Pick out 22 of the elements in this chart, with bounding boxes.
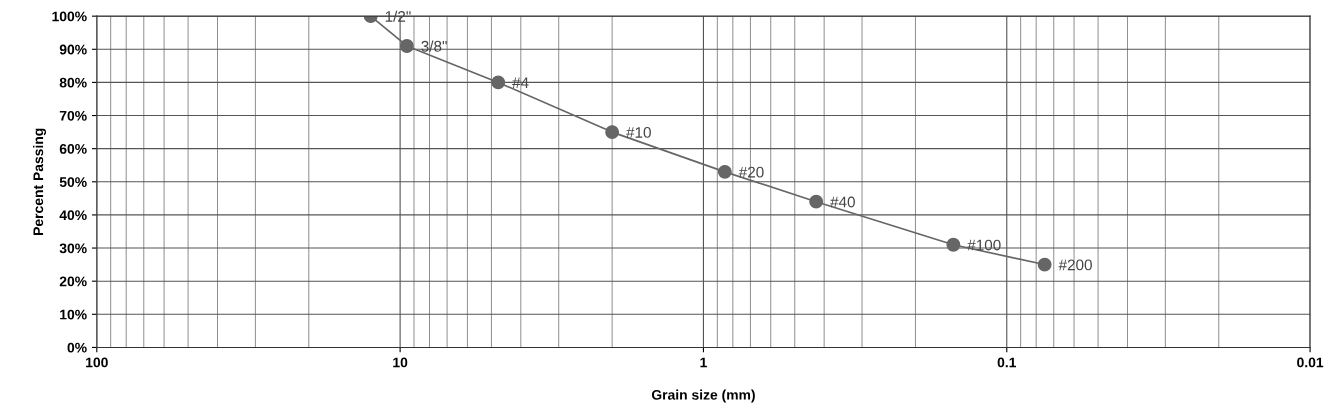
x-tick-label: 0.1 (997, 357, 1017, 368)
x-tick-label: 1 (700, 357, 707, 368)
annotation: #200 (1058, 259, 1092, 271)
x-axis-title: Grain size (mm) (651, 389, 755, 403)
y-tick-label: 10% (60, 309, 87, 320)
y-tick-label: 90% (59, 44, 87, 55)
x-tick-label: 10 (393, 357, 408, 368)
y-tick-label: 40% (59, 210, 87, 221)
annotation: #10 (626, 127, 651, 138)
x-tick-label: 100 (86, 357, 108, 368)
y-tick-label: 50% (59, 177, 87, 187)
y-tick-label: 0% (67, 342, 87, 353)
y-axis-title: Percent Passing (32, 128, 46, 235)
y-tick-label: 100% (52, 11, 87, 22)
x-tick-label: 0.01 (1297, 357, 1324, 368)
y-tick-label: 20% (59, 276, 87, 287)
y-tick-label: 30% (59, 243, 87, 254)
y-tick-label: 70% (59, 110, 87, 121)
annotation: #40 (830, 196, 855, 208)
y-tick-label: 60% (59, 144, 87, 154)
annotation: #100 (967, 239, 1001, 251)
y-tick-label: 80% (59, 77, 87, 88)
